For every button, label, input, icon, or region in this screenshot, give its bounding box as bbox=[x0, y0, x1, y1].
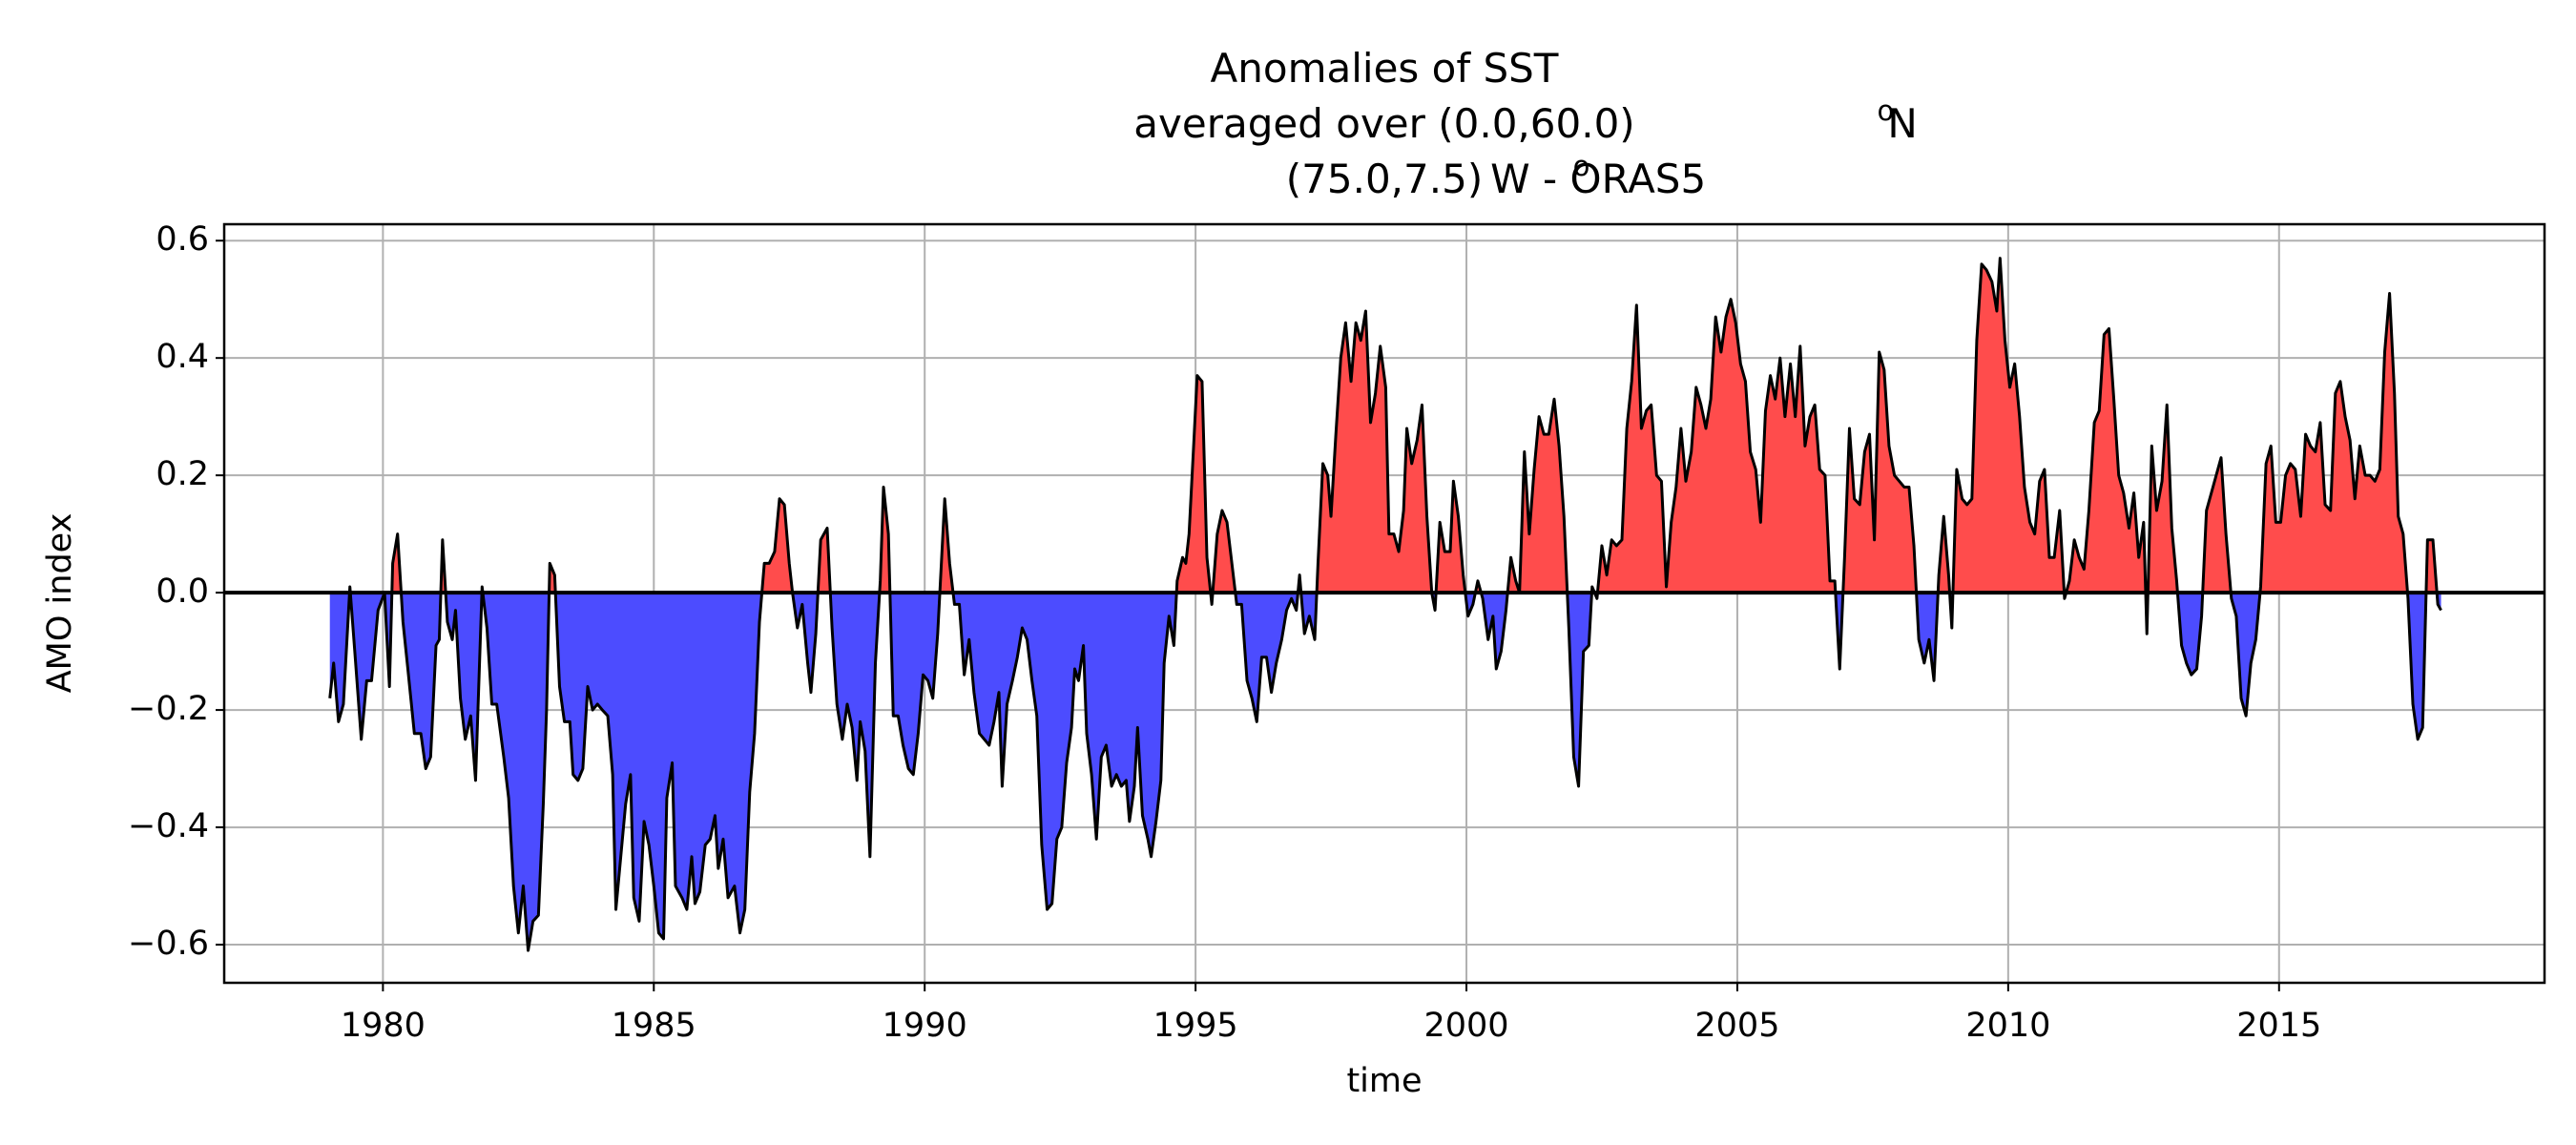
plot-frame bbox=[222, 222, 2546, 985]
area-below bbox=[2177, 593, 2203, 676]
x-tick-label: 1980 bbox=[341, 1007, 426, 1045]
y-tick-label: 0.4 bbox=[156, 338, 209, 376]
title-text: (75.0,7.5) bbox=[1286, 156, 1483, 202]
x-tick-label: 1995 bbox=[1153, 1007, 1238, 1045]
lines bbox=[224, 257, 2545, 952]
area-below bbox=[555, 593, 762, 939]
y-tick-label: −0.6 bbox=[128, 925, 209, 963]
y-tick-label: 0.0 bbox=[156, 572, 209, 611]
area-below bbox=[952, 593, 1177, 910]
title-text: N bbox=[1887, 100, 1917, 147]
area-above bbox=[2425, 539, 2438, 593]
chart-title: Anomalies of SST averaged over (0.0,60.0)… bbox=[1133, 45, 1918, 202]
x-tick-label: 2005 bbox=[1694, 1007, 1779, 1045]
y-tick-label: −0.4 bbox=[128, 807, 209, 845]
title-superscript: o bbox=[1573, 150, 1590, 182]
title-text: Anomalies of SST bbox=[1211, 45, 1559, 92]
y-axis-label: AMO index bbox=[41, 513, 79, 694]
axes: −0.6 −0.4 −0.2 0.0 0.2 0.4 0.6 1980 1985 1990 1995… bbox=[128, 220, 2546, 1045]
title-text: averaged over (0.0,60.0) bbox=[1133, 100, 1634, 147]
x-axis-label: time bbox=[1346, 1062, 1422, 1100]
y-tick-label: 0.2 bbox=[156, 455, 209, 493]
x-tick-label: 1990 bbox=[883, 1007, 967, 1045]
area-above bbox=[1436, 481, 1465, 593]
area-above bbox=[1842, 352, 1917, 593]
area-below bbox=[2407, 593, 2426, 739]
x-tick-label: 1985 bbox=[612, 1007, 696, 1045]
area-above bbox=[1952, 258, 2065, 593]
area-below bbox=[329, 593, 350, 722]
area-below bbox=[483, 593, 550, 951]
title-text: W - ORAS5 bbox=[1490, 156, 1706, 202]
area-below bbox=[2231, 593, 2260, 717]
area-below bbox=[889, 593, 941, 775]
fills bbox=[329, 258, 2441, 951]
x-tick-label: 2010 bbox=[1965, 1007, 2050, 1045]
y-tick-label: −0.2 bbox=[128, 690, 209, 728]
area-above bbox=[2148, 405, 2178, 593]
x-tick-label: 2015 bbox=[2236, 1007, 2321, 1045]
area-above bbox=[2202, 457, 2232, 593]
y-tick-label: 0.6 bbox=[156, 220, 209, 259]
x-tick-label: 2000 bbox=[1423, 1007, 1508, 1045]
title-superscript: o bbox=[1878, 94, 1895, 127]
area-above bbox=[1597, 299, 1836, 593]
data-line bbox=[328, 257, 2442, 952]
area-above bbox=[2066, 328, 2146, 593]
area-above bbox=[1938, 516, 1950, 593]
